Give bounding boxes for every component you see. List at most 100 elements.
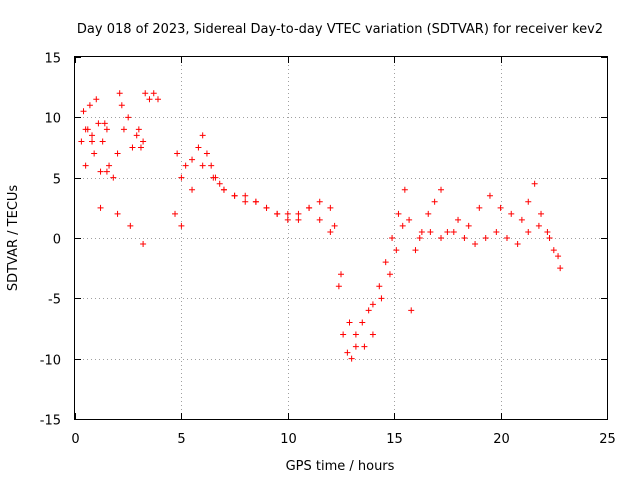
data-point bbox=[327, 204, 334, 211]
data-point bbox=[331, 222, 338, 229]
data-point bbox=[242, 198, 249, 205]
data-point bbox=[103, 168, 110, 175]
data-point bbox=[116, 90, 123, 97]
data-point bbox=[101, 120, 108, 127]
data-point bbox=[546, 235, 553, 241]
data-point bbox=[335, 283, 342, 290]
data-point bbox=[203, 150, 210, 157]
data-point bbox=[408, 307, 415, 314]
data-point bbox=[242, 192, 249, 199]
data-point bbox=[525, 228, 532, 235]
data-point bbox=[135, 126, 142, 133]
data-point bbox=[114, 210, 121, 217]
y-tick-label: -5 bbox=[48, 293, 61, 308]
data-point bbox=[137, 144, 144, 151]
data-point bbox=[544, 228, 551, 235]
data-point bbox=[508, 210, 515, 217]
data-point bbox=[344, 349, 351, 356]
y-tick-labels: -15 -10 -5 0 5 10 15 bbox=[40, 52, 61, 429]
data-point bbox=[389, 235, 396, 241]
y-tick-label: 5 bbox=[53, 173, 61, 188]
data-point bbox=[346, 319, 353, 326]
data-point bbox=[503, 235, 510, 241]
data-point bbox=[284, 216, 291, 223]
data-point bbox=[406, 216, 413, 223]
data-point bbox=[118, 102, 125, 109]
data-point bbox=[210, 174, 217, 181]
data-point bbox=[154, 96, 161, 103]
chart-title: Day 018 of 2023, Sidereal Day-to-day VTE… bbox=[77, 22, 603, 37]
data-point bbox=[274, 210, 281, 217]
data-point bbox=[97, 168, 104, 175]
data-point bbox=[497, 204, 504, 211]
data-point bbox=[465, 222, 472, 229]
data-point bbox=[82, 162, 89, 169]
data-point bbox=[114, 150, 121, 157]
data-point bbox=[189, 186, 196, 193]
data-point bbox=[195, 144, 202, 151]
data-point bbox=[316, 198, 323, 205]
y-tick-label: 0 bbox=[53, 233, 61, 248]
data-point bbox=[352, 343, 359, 350]
data-point bbox=[220, 186, 227, 193]
data-point bbox=[431, 198, 438, 205]
data-point bbox=[199, 132, 206, 139]
data-point bbox=[444, 228, 451, 235]
data-point bbox=[91, 150, 98, 157]
data-point bbox=[455, 216, 462, 223]
data-point bbox=[531, 180, 538, 187]
data-point bbox=[174, 150, 181, 157]
data-point bbox=[140, 138, 147, 145]
data-points bbox=[78, 90, 564, 362]
x-tick-label: 20 bbox=[493, 432, 510, 447]
data-point bbox=[352, 331, 359, 338]
data-point bbox=[86, 102, 93, 109]
data-point bbox=[369, 301, 376, 308]
x-axis-label: GPS time / hours bbox=[286, 459, 395, 474]
data-point bbox=[361, 343, 368, 350]
data-point bbox=[393, 247, 400, 254]
data-point bbox=[93, 96, 100, 103]
data-point bbox=[476, 204, 483, 211]
x-tick-label: 15 bbox=[386, 432, 403, 447]
data-point bbox=[178, 222, 185, 229]
data-point bbox=[306, 204, 313, 211]
data-point bbox=[231, 192, 238, 199]
data-point bbox=[89, 138, 96, 145]
data-point bbox=[461, 235, 468, 241]
data-point bbox=[482, 235, 489, 241]
data-point bbox=[252, 198, 259, 205]
data-point bbox=[150, 90, 157, 97]
data-point bbox=[518, 216, 525, 223]
data-point bbox=[472, 241, 479, 248]
data-point bbox=[133, 132, 140, 139]
data-point bbox=[438, 186, 445, 193]
data-point bbox=[514, 241, 521, 248]
data-point bbox=[340, 331, 347, 338]
data-point bbox=[208, 162, 215, 169]
data-point bbox=[378, 295, 385, 302]
grid-lines bbox=[75, 57, 607, 419]
data-point bbox=[172, 210, 179, 217]
data-point bbox=[376, 283, 383, 290]
data-point bbox=[438, 235, 445, 241]
data-point bbox=[535, 222, 542, 229]
data-point bbox=[359, 319, 366, 326]
data-point bbox=[95, 120, 102, 127]
data-point bbox=[216, 180, 223, 187]
data-point bbox=[450, 228, 457, 235]
data-point bbox=[382, 259, 389, 266]
data-point bbox=[412, 247, 419, 254]
data-point bbox=[295, 210, 302, 217]
data-point bbox=[555, 253, 562, 260]
data-point bbox=[110, 174, 117, 181]
data-point bbox=[80, 108, 87, 115]
data-point bbox=[103, 126, 110, 133]
data-point bbox=[295, 216, 302, 223]
data-point bbox=[493, 228, 500, 235]
data-point bbox=[178, 174, 185, 181]
data-point bbox=[327, 228, 334, 235]
x-tick-labels: 0 5 10 15 20 25 bbox=[71, 432, 615, 447]
data-point bbox=[369, 331, 376, 338]
data-point bbox=[365, 307, 372, 314]
